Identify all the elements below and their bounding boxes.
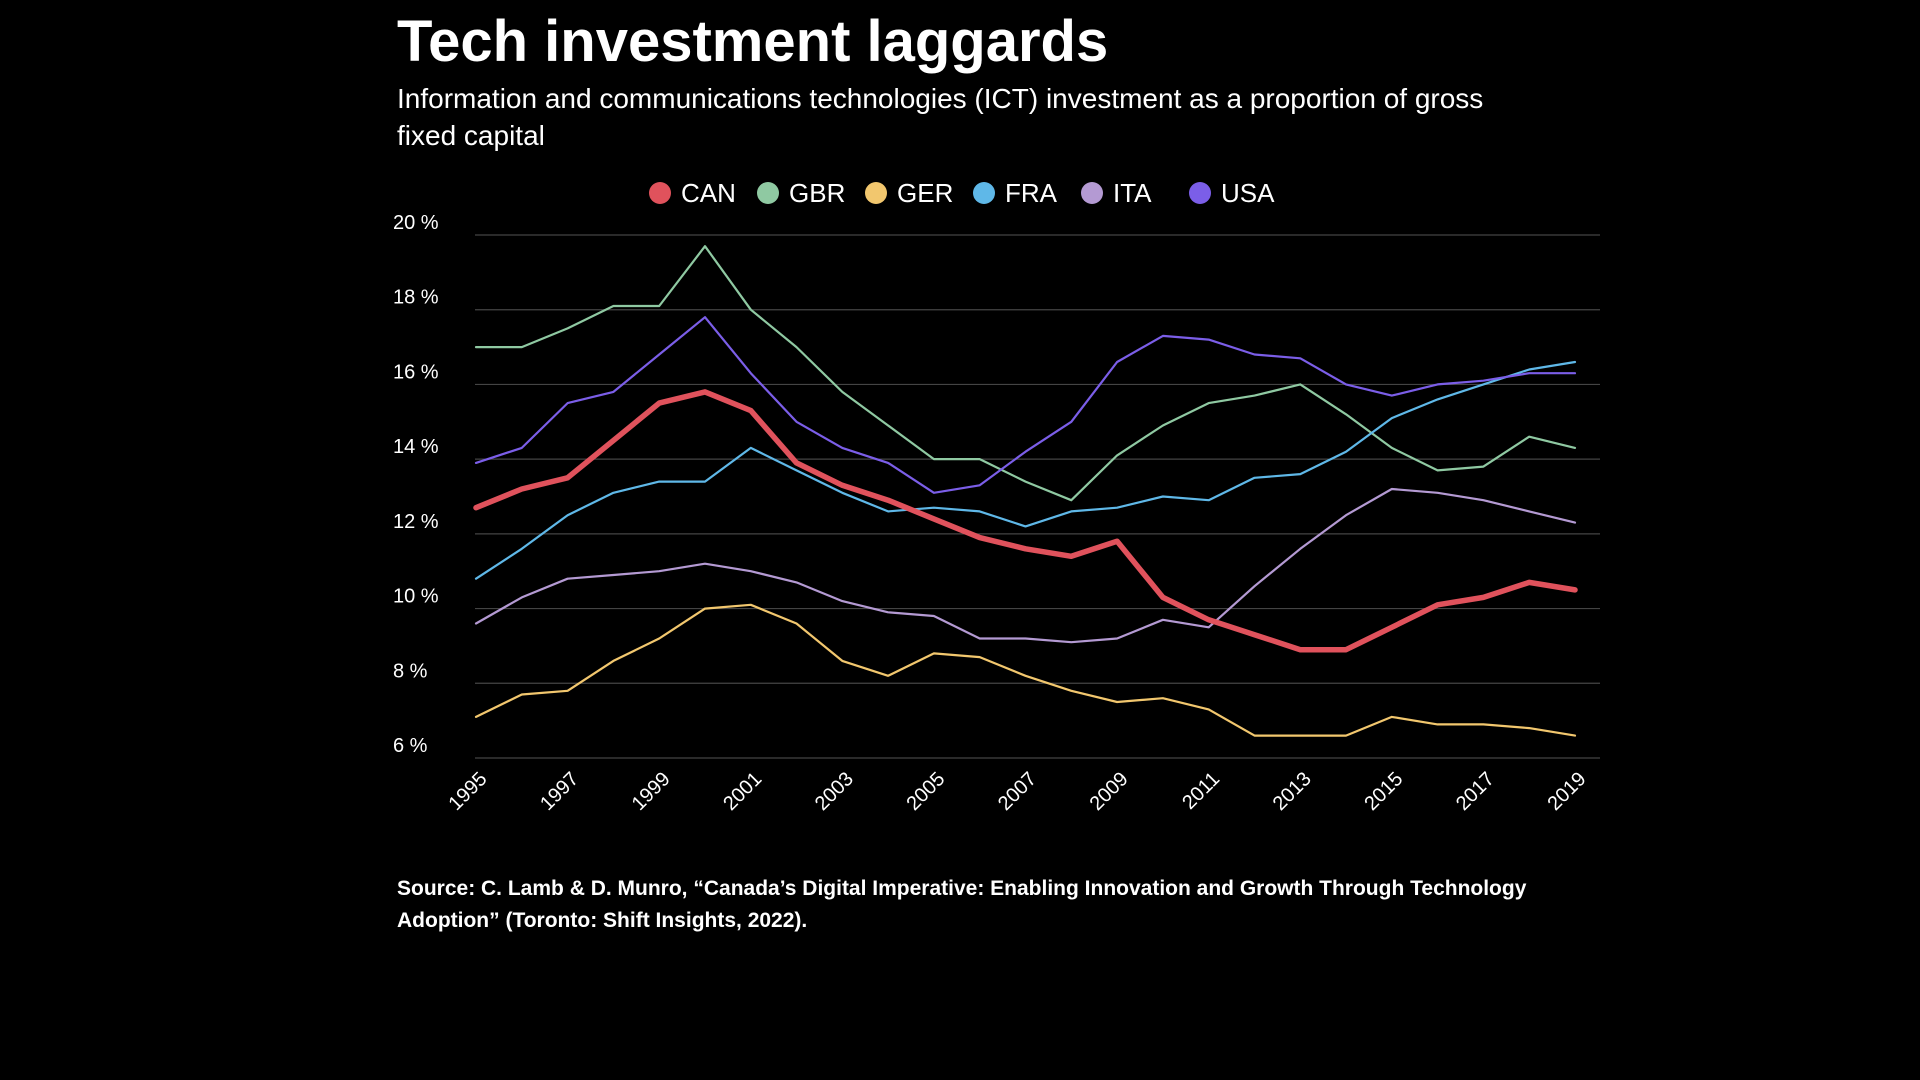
series-line-gbr xyxy=(474,245,1577,502)
chart-subtitle: Information and communications technolog… xyxy=(397,83,1484,151)
legend-swatch xyxy=(973,182,995,204)
chart-series-lines xyxy=(473,245,1578,737)
x-tick-label: 2009 xyxy=(1086,768,1133,815)
legend-swatch xyxy=(865,182,887,204)
y-tick-label: 10 % xyxy=(393,586,439,608)
series-line-fra xyxy=(474,360,1577,580)
y-tick-label: 20 % xyxy=(393,212,439,234)
x-tick-label: 1997 xyxy=(536,768,583,815)
legend-swatch xyxy=(649,182,671,204)
y-tick-label: 8 % xyxy=(393,660,428,682)
x-tick-label: 1995 xyxy=(445,768,492,815)
legend-label: CAN xyxy=(681,178,736,208)
y-tick-label: 6 % xyxy=(393,735,428,757)
x-tick-label: 2017 xyxy=(1452,768,1499,815)
x-tick-label: 2019 xyxy=(1544,768,1591,815)
legend-label: FRA xyxy=(1005,178,1058,208)
legend-swatch xyxy=(757,182,779,204)
y-tick-label: 16 % xyxy=(393,361,439,383)
series-line-usa xyxy=(474,316,1577,494)
legend-swatch xyxy=(1081,182,1103,204)
x-tick-label: 2011 xyxy=(1178,768,1224,814)
legend-item-can: CAN xyxy=(649,178,736,208)
legend-label: GER xyxy=(897,178,953,208)
legend-item-gbr: GBR xyxy=(757,178,845,208)
y-tick-label: 18 % xyxy=(393,287,439,309)
x-tick-label: 2007 xyxy=(994,768,1041,815)
legend-swatch xyxy=(1189,182,1211,204)
x-tick-label: 2013 xyxy=(1269,768,1316,815)
x-tick-label: 2001 xyxy=(719,768,766,815)
y-tick-label: 12 % xyxy=(393,511,439,533)
legend-item-ita: ITA xyxy=(1081,178,1152,208)
x-tick-label: 2005 xyxy=(902,768,949,815)
x-tick-label: 2003 xyxy=(811,768,858,815)
legend-label: GBR xyxy=(789,178,845,208)
x-tick-label: 2015 xyxy=(1360,768,1407,815)
series-line-ita xyxy=(474,487,1577,644)
y-tick-label: 14 % xyxy=(393,436,439,458)
x-axis-ticks: 1995 1997 1999 2001 2003 2005 2007 2009 2011 2013… xyxy=(445,768,1591,815)
y-axis-ticks: 20 % 18 % 16 % 14 % 12 % 10 % 8 % 6 % xyxy=(393,212,439,757)
legend-item-fra: FRA xyxy=(973,178,1058,208)
legend-item-ger: GER xyxy=(865,178,953,208)
chart-legend: CAN GBR GER FRA ITA USA xyxy=(649,178,1275,208)
series-line-ger xyxy=(474,603,1577,737)
source-note: Source: C. Lamb & D. Munro, “Canada’s Di… xyxy=(397,877,1527,932)
series-line-can xyxy=(473,389,1578,653)
chart-title: Tech investment laggards xyxy=(397,9,1109,74)
legend-label: USA xyxy=(1221,178,1275,208)
x-tick-label: 1999 xyxy=(628,768,675,815)
legend-item-usa: USA xyxy=(1189,178,1275,208)
legend-label: ITA xyxy=(1113,178,1152,208)
